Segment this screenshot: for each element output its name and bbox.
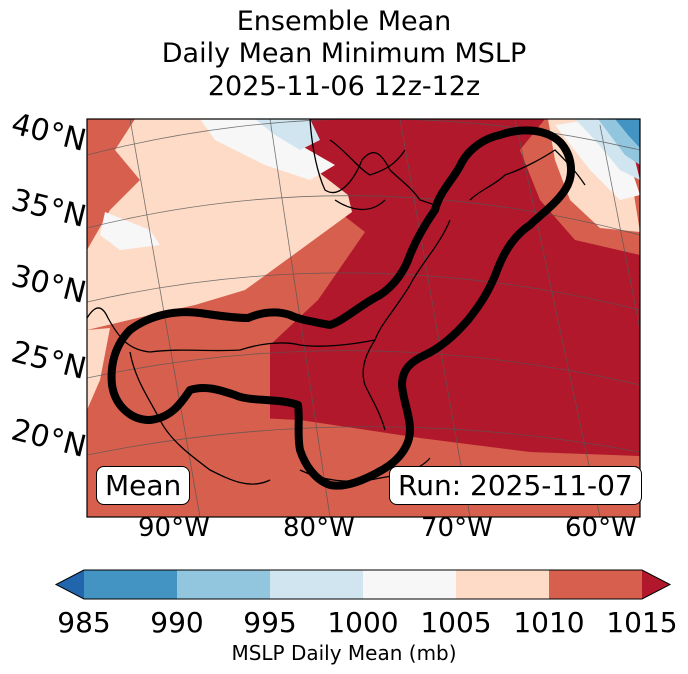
region-1000-1005-ne: [555, 119, 640, 200]
mean-label-box: Mean: [96, 466, 191, 505]
threshold-contour: [107, 126, 575, 490]
colorbar-tick-label: 995: [243, 606, 297, 639]
lon-label-80w: 80°W: [283, 513, 355, 543]
colorbar-tick-label: 990: [150, 606, 204, 639]
region-985-990: [615, 119, 640, 148]
title-line-1: Ensemble Mean: [236, 6, 452, 37]
colorbar-segment: [549, 570, 643, 599]
colorbar-segment: [456, 570, 550, 599]
colorbar-outline: [54, 569, 672, 600]
run-date-box: Run: 2025-11-07: [389, 466, 642, 505]
colorbar-tick-label: 1005: [420, 606, 492, 639]
colorbar-segment: [84, 570, 178, 599]
lon-label-90w: 90°W: [138, 513, 210, 543]
title-line-3: 2025-11-06 12z-12z: [207, 71, 481, 102]
colorbar-tick-label: 1015: [606, 606, 678, 639]
lon-label-60w: 60°W: [565, 513, 637, 543]
colorbar-over-arrow: [642, 570, 670, 599]
colorbar-tick-label: 985: [57, 606, 111, 639]
colorbar-under-arrow: [56, 570, 84, 599]
colorbar-segment: [270, 570, 364, 599]
colorbar-segment: [363, 570, 457, 599]
region-1005-1010-west: [87, 328, 110, 410]
lon-label-70w: 70°W: [421, 513, 493, 543]
map-field: [87, 119, 640, 517]
colorbar-tick-label: 1000: [327, 606, 399, 639]
map-frame: [86, 118, 641, 518]
region-1005-1010-ne: [548, 119, 640, 232]
colorbar-tick-label: 1010: [513, 606, 585, 639]
colorbar-label: MSLP Daily Mean (mb): [231, 641, 457, 665]
region-995-1000: [255, 119, 640, 180]
colorbar-segment: [177, 570, 271, 599]
region-1000-1005-north: [200, 119, 335, 180]
title-line-2: Daily Mean Minimum MSLP: [161, 38, 527, 69]
